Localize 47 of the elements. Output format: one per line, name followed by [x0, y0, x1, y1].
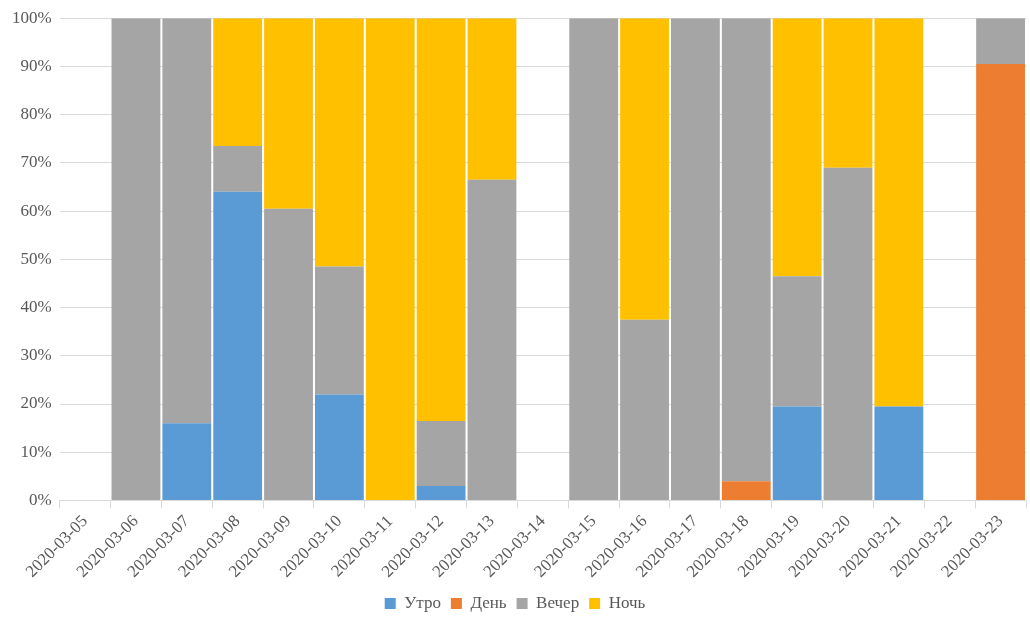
bar	[162, 423, 212, 500]
bar	[772, 406, 822, 500]
legend-label: День	[470, 592, 507, 612]
bar	[314, 18, 364, 267]
bar	[569, 18, 619, 500]
bar	[467, 179, 517, 500]
y-tick-label: 20%	[20, 393, 52, 413]
legend-label: Ночь	[608, 592, 646, 612]
bar	[314, 394, 364, 500]
bar	[213, 191, 263, 500]
bar	[213, 146, 263, 192]
bar	[111, 18, 161, 500]
bar	[416, 18, 466, 421]
bar	[620, 18, 669, 320]
bar	[162, 18, 212, 424]
y-tick-label: 80%	[20, 104, 52, 124]
bar	[467, 18, 517, 180]
bar	[772, 276, 822, 407]
bar	[416, 486, 466, 500]
y-tick-label: 50%	[20, 248, 52, 268]
y-tick-label: 0%	[28, 489, 52, 509]
bar	[264, 208, 313, 500]
bar	[671, 18, 720, 500]
bar	[314, 266, 364, 395]
bar	[772, 18, 822, 277]
bar	[620, 319, 669, 500]
bar	[264, 18, 313, 209]
y-tick-label: 40%	[20, 297, 52, 317]
bar	[976, 18, 1025, 65]
legend-label: Утро	[404, 592, 441, 612]
bar	[976, 64, 1025, 500]
bar	[721, 18, 771, 482]
bar	[416, 420, 466, 487]
y-tick-label: 30%	[20, 345, 52, 365]
legend-label: Вечер	[536, 592, 580, 612]
y-tick-label: 10%	[20, 441, 52, 461]
bar	[721, 481, 771, 500]
y-tick-label: 70%	[20, 152, 52, 172]
bar	[874, 406, 924, 500]
bar	[874, 18, 924, 407]
bar	[823, 18, 873, 168]
y-tick-label: 100%	[11, 7, 52, 27]
bar	[365, 18, 415, 500]
bar	[823, 167, 873, 500]
y-tick-label: 90%	[20, 55, 52, 75]
bar	[213, 18, 263, 147]
y-tick-label: 60%	[20, 200, 52, 220]
